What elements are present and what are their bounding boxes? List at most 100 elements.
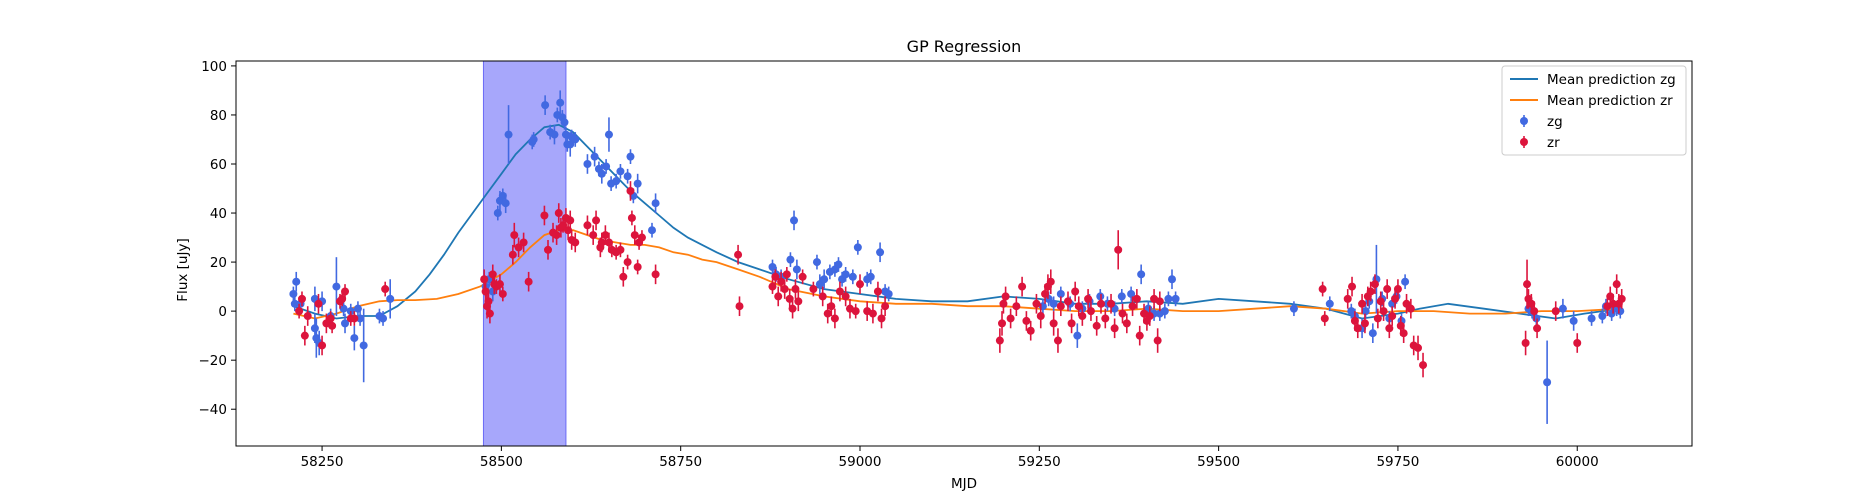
point-zg: [529, 135, 538, 144]
point-zr: [1521, 339, 1530, 348]
x-tick-label: 59500: [1197, 454, 1240, 470]
point-zr: [877, 314, 886, 323]
point-zr: [559, 221, 568, 230]
point-zg: [1073, 331, 1082, 340]
point-zr: [1414, 343, 1423, 352]
point-zg: [616, 167, 625, 176]
point-zg: [612, 177, 621, 186]
point-zg: [1117, 292, 1126, 301]
point-zr: [1086, 307, 1095, 316]
point-zg: [848, 272, 857, 281]
point-zg: [602, 162, 611, 171]
point-zr: [798, 272, 807, 281]
point-zr: [881, 302, 890, 311]
point-zr: [1110, 324, 1119, 333]
x-tick-label: 60000: [1556, 454, 1599, 470]
y-tick-label: −20: [199, 353, 228, 369]
point-zg: [341, 319, 350, 328]
point-zr: [1145, 312, 1154, 321]
point-zg: [556, 98, 565, 107]
point-zr: [856, 280, 864, 289]
point-zr: [601, 231, 610, 240]
point-zg: [1543, 378, 1552, 387]
point-zr: [554, 209, 563, 218]
point-zr: [1393, 285, 1402, 294]
point-zg: [884, 289, 893, 298]
point-zr: [508, 250, 517, 259]
point-zr: [1101, 314, 1110, 323]
point-zr: [791, 285, 800, 294]
point-zr: [788, 304, 797, 313]
point-zr: [1036, 312, 1045, 321]
point-zg: [1049, 299, 1058, 308]
point-zr: [998, 319, 1007, 328]
point-zr: [552, 231, 561, 240]
point-zr: [851, 307, 860, 316]
point-zg: [290, 299, 299, 308]
point-zr: [1318, 285, 1327, 294]
point-zr: [1012, 302, 1021, 311]
point-zg: [289, 289, 298, 298]
point-zg: [648, 226, 656, 235]
point-zr: [519, 238, 528, 247]
x-tick-label: 58250: [301, 454, 344, 470]
point-zr: [1018, 282, 1027, 291]
point-zg: [841, 270, 850, 279]
point-zr: [1049, 319, 1058, 328]
point-zr: [1128, 302, 1137, 311]
point-zr: [630, 231, 639, 240]
point-zg: [820, 275, 829, 284]
point-zr: [995, 336, 1004, 345]
point-zr: [589, 231, 598, 240]
point-zr: [1074, 302, 1083, 311]
point-zr: [481, 287, 490, 296]
point-zr: [627, 213, 636, 222]
legend-box: [1501, 65, 1687, 156]
point-zg: [1127, 289, 1136, 298]
point-zr: [1370, 280, 1379, 289]
point-zr: [1353, 324, 1362, 333]
point-zr: [592, 216, 601, 225]
point-zr: [544, 245, 552, 254]
point-zr: [1001, 292, 1010, 301]
y-tick-label: 20: [210, 255, 227, 271]
point-zg: [541, 101, 550, 110]
point-zr: [1343, 294, 1352, 303]
point-zr: [1320, 314, 1329, 323]
x-tick-label: 58750: [659, 454, 702, 470]
point-zr: [295, 307, 304, 316]
mean-prediction-line-zr: [293, 229, 1621, 320]
point-zr: [1350, 316, 1359, 325]
point-zg: [834, 260, 843, 269]
point-zr: [777, 277, 786, 286]
point-zg: [1325, 299, 1334, 308]
point-zg: [583, 159, 592, 168]
point-zg: [651, 199, 660, 208]
point-zr: [1617, 294, 1626, 303]
point-zr: [1399, 329, 1408, 338]
point-zg: [501, 199, 510, 208]
point-zr: [1388, 312, 1397, 321]
point-zr: [1391, 294, 1400, 303]
chart-title: GP Regression: [907, 37, 1022, 56]
point-zr: [300, 331, 309, 340]
point-zr: [540, 211, 549, 220]
y-axis-label: Flux [uJy]: [175, 238, 191, 301]
point-zr: [1385, 324, 1394, 333]
series-zr: [295, 181, 1626, 378]
point-zr: [1573, 339, 1582, 348]
point-zr: [1046, 277, 1055, 286]
legend-swatch-marker: [1520, 138, 1528, 146]
x-tick-label: 59000: [839, 454, 882, 470]
point-zr: [1612, 280, 1621, 289]
point-zg: [356, 314, 365, 323]
point-zr: [1523, 280, 1532, 289]
point-zr: [768, 282, 777, 291]
point-zr: [498, 289, 507, 298]
point-zg: [1368, 329, 1377, 338]
point-zg: [876, 248, 885, 257]
point-zg: [292, 277, 301, 286]
point-zr: [583, 221, 592, 230]
point-zr: [604, 238, 613, 247]
point-zr: [495, 280, 504, 289]
